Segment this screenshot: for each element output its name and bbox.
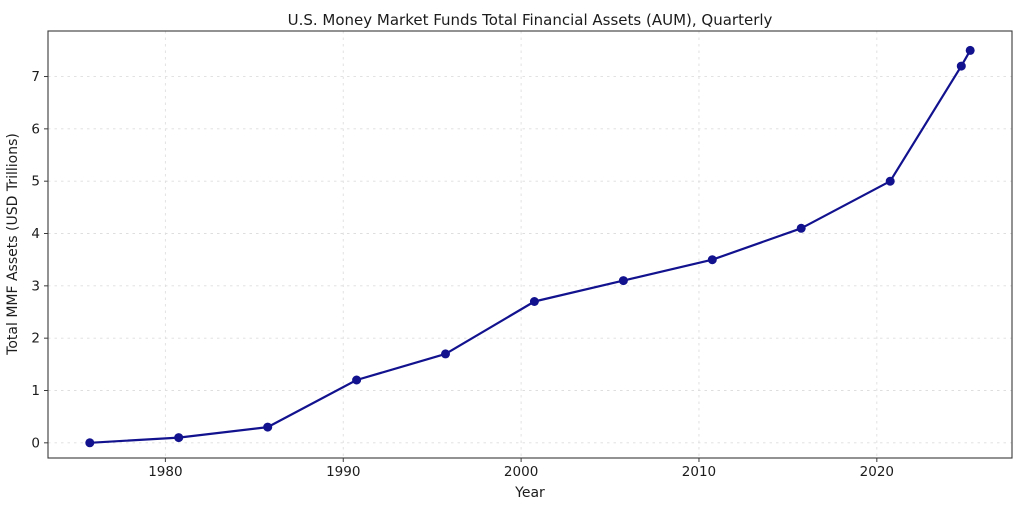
plot-frame	[47, 30, 1013, 459]
y-tick-label: 2	[31, 331, 40, 347]
series-line	[88, 49, 972, 444]
y-tick-label: 4	[31, 226, 40, 242]
x-axis-label: Year	[514, 485, 545, 501]
data-point	[529, 297, 539, 306]
data-point	[618, 276, 628, 286]
y-tick-label: 5	[31, 174, 40, 190]
data-point	[965, 45, 975, 55]
data-point	[885, 176, 895, 186]
y-tick-label: 7	[31, 69, 40, 85]
y-tick-label: 1	[31, 383, 40, 399]
y-tick-label: 6	[31, 121, 40, 137]
y-axis-label: Total MMF Assets (USD Trillions)	[5, 133, 21, 356]
chart-title: U.S. Money Market Funds Total Financial …	[288, 11, 773, 29]
data-point	[352, 375, 362, 385]
data-point	[85, 438, 95, 448]
data-point	[796, 223, 806, 233]
data-series	[85, 45, 975, 448]
y-tick-label: 3	[31, 278, 40, 294]
x-tick-label: 2010	[682, 464, 716, 480]
x-tick-label: 2020	[860, 464, 894, 480]
data-point	[441, 349, 450, 359]
x-tick-label: 2000	[504, 464, 538, 480]
data-point	[174, 433, 184, 443]
x-tick-label: 1980	[148, 464, 182, 480]
y-tick-label: 0	[31, 435, 40, 451]
data-point	[263, 422, 273, 432]
x-tick-label: 1990	[326, 464, 360, 480]
data-point	[956, 61, 966, 71]
gridlines	[48, 31, 1012, 458]
data-point	[707, 255, 717, 265]
axis-ticks: 1980 1990 2000 2010 2020 0 1 2 3 4 5 6 7	[31, 69, 894, 480]
